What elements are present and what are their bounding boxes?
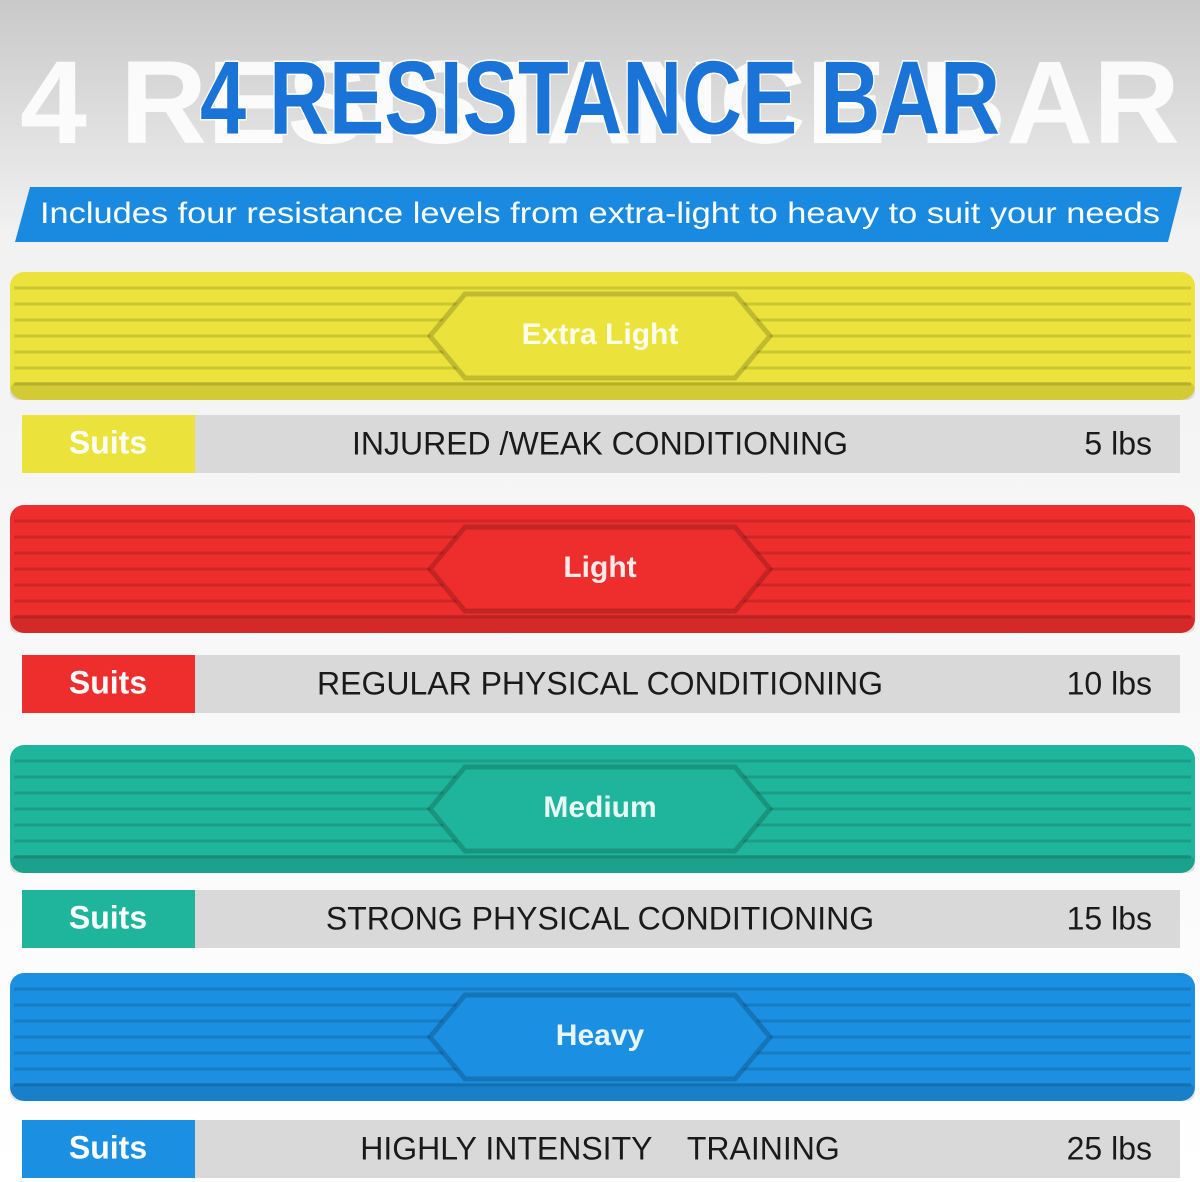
suits-box	[22, 415, 195, 473]
bar-shade	[10, 1083, 1195, 1101]
description: STRONG PHYSICAL CONDITIONING	[326, 900, 874, 936]
info-box	[195, 890, 1180, 948]
bar-shade	[10, 855, 1195, 873]
backdrop-text: 4 RESISTANCE BAR	[20, 37, 1180, 169]
suits-label: Suits	[69, 899, 147, 935]
weight: 15 lbs	[1067, 900, 1152, 936]
bar-badge	[426, 992, 774, 1082]
title: 4 RESISTANCE BAR	[200, 40, 1000, 156]
bar-label: Extra Light	[522, 318, 679, 351]
info-box	[195, 415, 1180, 473]
bar-label: Medium	[543, 791, 656, 824]
suits-label: Suits	[69, 424, 147, 460]
bar-badge	[426, 524, 774, 614]
bar-shade	[10, 615, 1195, 633]
subtitle: Includes four resistance levels from ext…	[40, 197, 1160, 230]
weight: 10 lbs	[1067, 665, 1152, 701]
bar-badge	[426, 291, 774, 381]
suits-box	[22, 890, 195, 948]
description: INJURED /WEAK CONDITIONING	[352, 425, 848, 461]
bar-shade	[10, 382, 1195, 400]
suits-box	[22, 1120, 195, 1178]
info-box	[195, 655, 1180, 713]
info-box	[195, 1120, 1180, 1178]
weight: 25 lbs	[1067, 1130, 1152, 1166]
description: REGULAR PHYSICAL CONDITIONING	[317, 665, 883, 701]
bar-badge	[426, 764, 774, 854]
description: HIGHLY INTENSITY TRAINING	[360, 1130, 840, 1166]
weight: 5 lbs	[1084, 425, 1152, 461]
suits-label: Suits	[69, 664, 147, 700]
suits-label: Suits	[69, 1129, 147, 1165]
subtitle-banner	[15, 187, 1182, 242]
suits-box	[22, 655, 195, 713]
bar-label: Heavy	[556, 1019, 645, 1052]
bar-label: Light	[563, 551, 636, 584]
